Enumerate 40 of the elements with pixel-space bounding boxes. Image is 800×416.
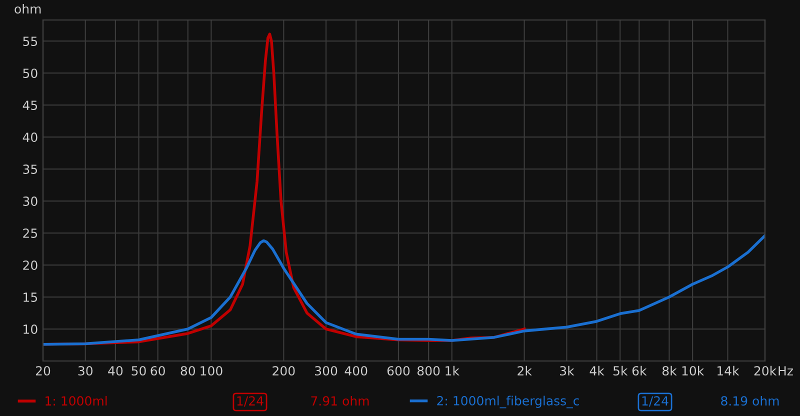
y-tick-label: 20 xyxy=(23,260,38,270)
y-tick-label: 15 xyxy=(24,292,38,302)
y-tick-label: 25 xyxy=(23,228,38,238)
x-tick-label: 5k xyxy=(613,366,628,376)
x-tick-label: 300 xyxy=(315,366,338,376)
x-tick-label: 3k xyxy=(560,366,574,376)
x-tick-label: 400 xyxy=(344,366,368,376)
x-tick-label: 40 xyxy=(108,366,123,376)
text: 7.91 ohm xyxy=(311,396,369,406)
x-tick-label: 20 xyxy=(36,366,50,376)
y-tick-label: 10 xyxy=(24,324,38,334)
x-tick-label: 4k xyxy=(590,366,604,376)
x-tick-label: 600 xyxy=(387,366,410,376)
x-tick-label: 800 xyxy=(417,366,440,376)
y-tick-label: 40 xyxy=(22,132,38,142)
legend-label: 2: 1000ml_fiberglass_c xyxy=(437,396,579,408)
x-tick-label: 6k xyxy=(632,366,647,376)
y-tick-label: 50 xyxy=(23,68,38,78)
x-tick-label: 60 xyxy=(150,366,165,376)
x-tick-label: 200 xyxy=(272,366,295,376)
y-tick-label: 45 xyxy=(22,100,38,110)
y-tick-label: 30 xyxy=(23,196,38,206)
x-tick-label: 100 xyxy=(200,366,222,376)
text: 1/24 xyxy=(237,396,264,407)
x-tick-label: 10k xyxy=(682,366,704,376)
text: 1/24 xyxy=(642,396,668,407)
x-tick-label: 50 xyxy=(132,366,146,376)
x-tick-label: 30 xyxy=(78,366,92,376)
y-tick-label: 35 xyxy=(23,164,38,174)
y-tick-label: 55 xyxy=(23,36,38,46)
y-axis-title: ohm xyxy=(14,4,41,14)
x-tick-label: 20k xyxy=(754,366,777,376)
x-tick-label: 8k xyxy=(662,366,677,376)
legend-label: 1: 1000ml xyxy=(46,396,107,406)
x-tick-label: 2k xyxy=(518,366,532,376)
x-axis-title: Hz xyxy=(778,366,793,376)
x-tick-label: 1k xyxy=(446,366,460,376)
x-tick-label: 14k xyxy=(718,366,740,376)
x-tick-label: 80 xyxy=(180,366,196,376)
text: 8.19 ohm xyxy=(721,396,779,406)
